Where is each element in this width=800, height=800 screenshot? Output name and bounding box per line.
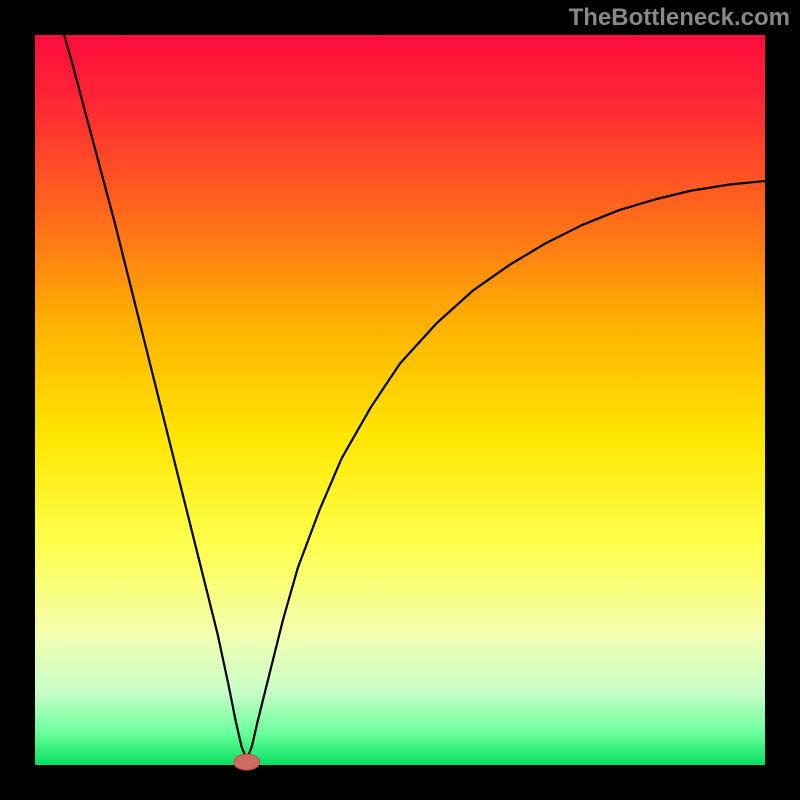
plot-background <box>35 35 765 765</box>
chart-container: TheBottleneck.com <box>0 0 800 800</box>
watermark-text: TheBottleneck.com <box>569 4 790 32</box>
bottleneck-chart <box>0 0 800 800</box>
optimum-marker <box>234 754 260 770</box>
